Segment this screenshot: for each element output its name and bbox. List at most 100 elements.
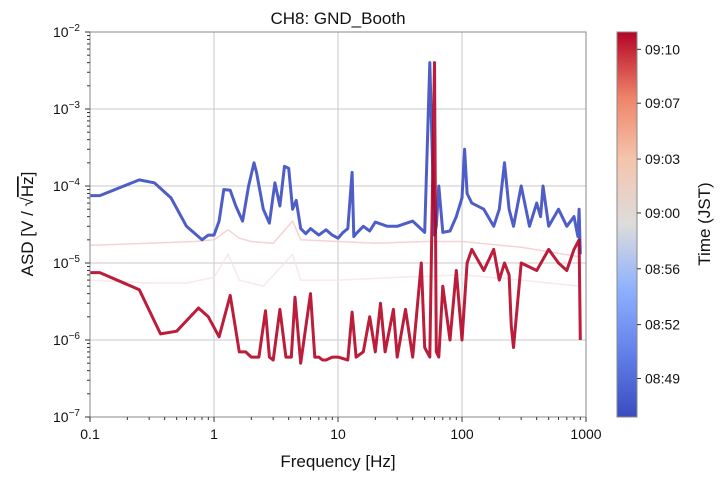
data-point — [355, 233, 357, 235]
colorbar-label: Time (JST) — [695, 182, 714, 265]
y-tick-base: 10 — [53, 409, 69, 425]
series-layer — [90, 61, 582, 365]
x-tick-label: 1000 — [570, 426, 601, 442]
data-point — [294, 296, 296, 298]
data-point — [310, 293, 312, 295]
data-point — [295, 200, 297, 202]
y-tick-base: 10 — [53, 178, 69, 194]
data-point — [442, 232, 444, 234]
data-point — [380, 303, 382, 305]
data-point — [536, 202, 538, 204]
series-line-1 — [90, 61, 582, 365]
data-point — [292, 208, 294, 210]
data-point — [292, 253, 294, 255]
data-point — [279, 205, 281, 207]
data-point — [353, 236, 355, 238]
y-tick-label: 10−2 — [53, 23, 80, 40]
data-point — [412, 220, 414, 222]
series-line-0 — [90, 61, 582, 255]
data-point — [318, 234, 320, 236]
data-point — [325, 359, 327, 361]
data-point — [363, 226, 365, 228]
data-point — [274, 182, 276, 184]
data-point — [305, 233, 307, 235]
data-point — [351, 172, 353, 174]
data-point — [256, 172, 258, 174]
data-point — [529, 226, 531, 228]
data-point — [429, 356, 431, 358]
y-tick-label: 10−5 — [53, 254, 80, 271]
data-point — [461, 241, 463, 243]
data-point — [337, 356, 339, 358]
y-tick-label: 10−4 — [53, 177, 80, 194]
y-tick-base: 10 — [53, 101, 69, 117]
data-point — [337, 241, 339, 243]
colorbar-tick-label: 09:07 — [645, 95, 680, 111]
colorbar-tick-label: 09:00 — [645, 205, 680, 221]
series-line-2 — [90, 220, 581, 258]
data-point — [369, 316, 371, 318]
x-axis: 0.1 1 10 100 1000 — [80, 417, 602, 442]
data-point — [229, 190, 231, 192]
colorbar-ticks: 08:49 08:52 08:56 09:00 09:03 09:07 09:10 — [637, 41, 680, 387]
data-point — [300, 279, 302, 281]
data-point — [578, 239, 580, 241]
y-tick-exponent: −4 — [69, 177, 81, 188]
data-point — [384, 351, 386, 353]
data-point — [499, 208, 501, 210]
y-axis-label-prefix: ASD [V / — [18, 211, 37, 276]
data-point — [396, 277, 398, 279]
data-point — [424, 232, 426, 234]
data-point — [508, 274, 510, 276]
data-point — [332, 356, 334, 358]
data-point — [194, 241, 196, 243]
x-tick-label: 1 — [210, 426, 218, 442]
data-point — [269, 356, 271, 358]
colorbar — [616, 31, 638, 418]
data-point — [292, 220, 294, 222]
y-tick-label: 10−3 — [53, 100, 80, 117]
colorbar-tick-label: 09:03 — [645, 151, 680, 167]
chart-title: CH8: GND_Booth — [270, 9, 405, 28]
x-axis-label: Frequency [Hz] — [280, 452, 395, 471]
y-tick-exponent: −2 — [69, 23, 81, 34]
data-point — [466, 193, 468, 195]
data-point — [242, 220, 244, 222]
data-point — [578, 208, 580, 210]
data-point — [375, 351, 377, 353]
data-point — [218, 336, 220, 338]
data-point — [318, 356, 320, 358]
data-point — [424, 347, 426, 349]
data-point — [148, 282, 150, 284]
sqrt-symbol: √ — [18, 196, 37, 206]
y-tick-base: 10 — [53, 332, 69, 348]
data-point — [139, 289, 141, 291]
data-point — [288, 168, 290, 170]
data-point — [438, 185, 440, 187]
data-point — [248, 185, 250, 187]
data-point — [499, 279, 501, 281]
data-point — [351, 311, 353, 313]
data-point — [548, 226, 550, 228]
y-tick-exponent: −6 — [69, 331, 81, 342]
data-point — [387, 226, 389, 228]
data-point — [573, 216, 575, 218]
data-point — [284, 166, 286, 168]
data-point — [542, 185, 544, 187]
y-tick-base: 10 — [53, 255, 69, 271]
data-point — [337, 279, 339, 281]
y-tick-exponent: −5 — [69, 254, 81, 265]
data-point — [347, 228, 349, 230]
data-point — [548, 249, 550, 251]
data-point — [483, 208, 485, 210]
data-point — [580, 339, 582, 341]
data-point — [442, 285, 444, 287]
data-point — [227, 253, 229, 255]
data-point — [456, 270, 458, 272]
data-point — [201, 239, 203, 241]
data-point — [291, 356, 293, 358]
data-point — [429, 62, 431, 64]
y-axis-label: ASD [V / √Hz] — [18, 172, 37, 277]
data-point — [363, 351, 365, 353]
grid-lines — [90, 32, 586, 417]
